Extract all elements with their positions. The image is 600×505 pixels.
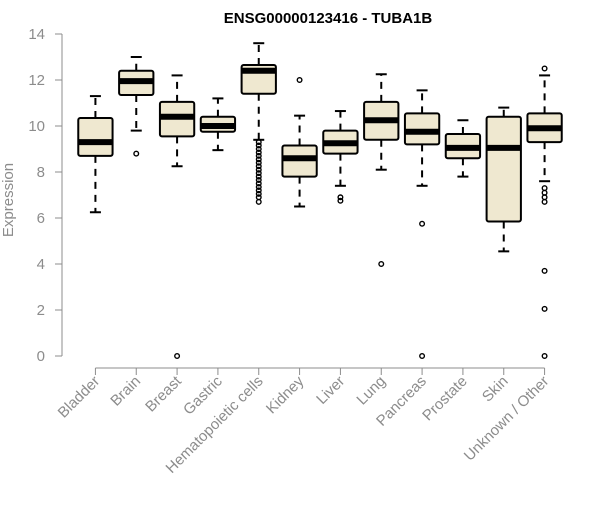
outlier-point (337, 197, 344, 204)
box-group (281, 76, 318, 208)
outlier-point (255, 180, 262, 187)
outlier-point (378, 261, 385, 268)
outlier-point (419, 353, 426, 360)
outlier-point (255, 166, 262, 173)
y-tick-label: 10 (28, 118, 45, 135)
outlier-point (255, 159, 262, 166)
x-tick-label: Liver (313, 373, 348, 408)
outlier-point (174, 353, 181, 360)
y-tick-label: 12 (28, 72, 45, 89)
box-group (485, 106, 522, 253)
box-group (363, 73, 400, 268)
box-group (199, 97, 237, 152)
outlier-point (255, 190, 262, 197)
box-group (444, 119, 482, 178)
y-tick-label: 4 (37, 256, 45, 273)
box-group (403, 89, 441, 360)
outlier-point (255, 177, 262, 184)
outlier-point (255, 139, 262, 146)
outlier-point (255, 149, 262, 156)
box-group (526, 65, 563, 360)
outlier-point (541, 305, 548, 312)
x-tick-label: Breast (142, 372, 185, 415)
outlier-point (133, 150, 140, 157)
outlier-point (296, 76, 303, 83)
x-tick-label: Brain (107, 373, 144, 410)
outlier-point (419, 220, 426, 227)
outlier-point (255, 198, 262, 205)
outlier-point (541, 65, 548, 72)
box-group (77, 95, 114, 214)
boxes (77, 42, 563, 360)
box-iqr (485, 115, 522, 223)
box-group (158, 74, 196, 360)
y-tick-label: 0 (37, 348, 45, 365)
x-tick-label: Bladder (55, 373, 104, 422)
y-tick-label: 6 (37, 210, 45, 227)
y-tick-label: 2 (37, 302, 45, 319)
outlier-point (255, 183, 262, 190)
x-tick-label: Skin (479, 373, 512, 406)
x-tick-label: Lung (353, 373, 389, 409)
chart-title: ENSG00000123416 - TUBA1B (224, 10, 433, 27)
y-tick-label: 14 (28, 26, 45, 43)
y-tick-label: 8 (37, 164, 45, 181)
outlier-point (255, 145, 262, 152)
outlier-point (255, 152, 262, 159)
outlier-point (541, 353, 548, 360)
box-group (322, 110, 359, 204)
outlier-point (255, 173, 262, 180)
outlier-point (255, 142, 262, 149)
outlier-point (541, 267, 548, 274)
outlier-point (255, 170, 262, 177)
x-tick-label: Prostate (419, 373, 471, 425)
outlier-point (255, 187, 262, 194)
outlier-point (541, 198, 548, 205)
box-iqr (77, 116, 114, 157)
x-tick-label: Kidney (263, 372, 308, 417)
box-group (240, 42, 277, 205)
outlier-point (337, 194, 344, 201)
outlier-point (255, 156, 262, 163)
outlier-point (255, 163, 262, 170)
y-axis-label: Expression (0, 163, 17, 237)
box-group (118, 56, 155, 157)
